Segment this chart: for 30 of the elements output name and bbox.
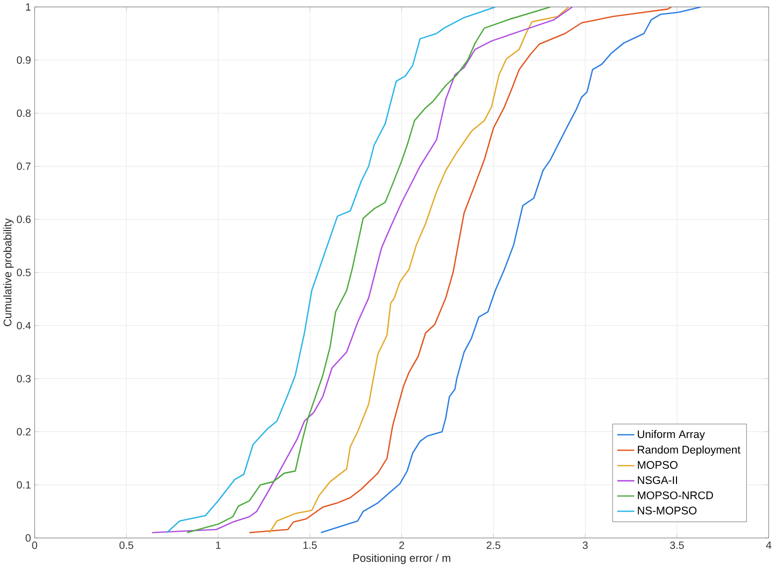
- legend-label: MOPSO: [638, 460, 678, 469]
- x-tick-label: 4: [766, 541, 772, 549]
- x-tick-label: 3.5: [670, 541, 684, 549]
- y-tick-label: 0: [26, 534, 31, 542]
- x-tick-label: 0.5: [120, 541, 134, 549]
- legend-label: Random Deployment: [638, 445, 740, 456]
- y-tick-label: 0.5: [16, 268, 31, 276]
- x-tick-label: 2.5: [486, 541, 500, 549]
- legend-label: Uniform Array: [638, 430, 705, 440]
- y-tick-label: 1: [26, 3, 31, 10]
- y-tick-label: 0.2: [16, 428, 31, 436]
- y-tick-label: 0.1: [16, 480, 31, 488]
- y-tick-label: 0.3: [16, 374, 31, 382]
- x-axis-title: Positioning error / m: [353, 554, 450, 564]
- y-tick-label: 0.9: [16, 56, 31, 64]
- legend-label: MOPSO-NRCD: [638, 491, 713, 500]
- y-tick-label: 0.7: [16, 162, 31, 170]
- y-tick-label: 0.8: [16, 109, 31, 117]
- x-tick-label: 3: [582, 541, 588, 549]
- y-tick-label: 0.4: [16, 322, 31, 330]
- x-tick-label: 1.5: [303, 541, 317, 549]
- x-tick-label: 0: [32, 541, 38, 549]
- x-tick-label: 1: [216, 541, 221, 549]
- line-series: [166, 6, 496, 534]
- legend-label: NS-MOPSO: [638, 506, 696, 514]
- line-series: [268, 6, 570, 534]
- x-tick-label: 2: [399, 541, 404, 549]
- legend-label: NSGA-II: [638, 476, 678, 484]
- y-axis-title: Cumulative probability: [3, 218, 14, 326]
- y-tick-label: 0.6: [16, 215, 31, 223]
